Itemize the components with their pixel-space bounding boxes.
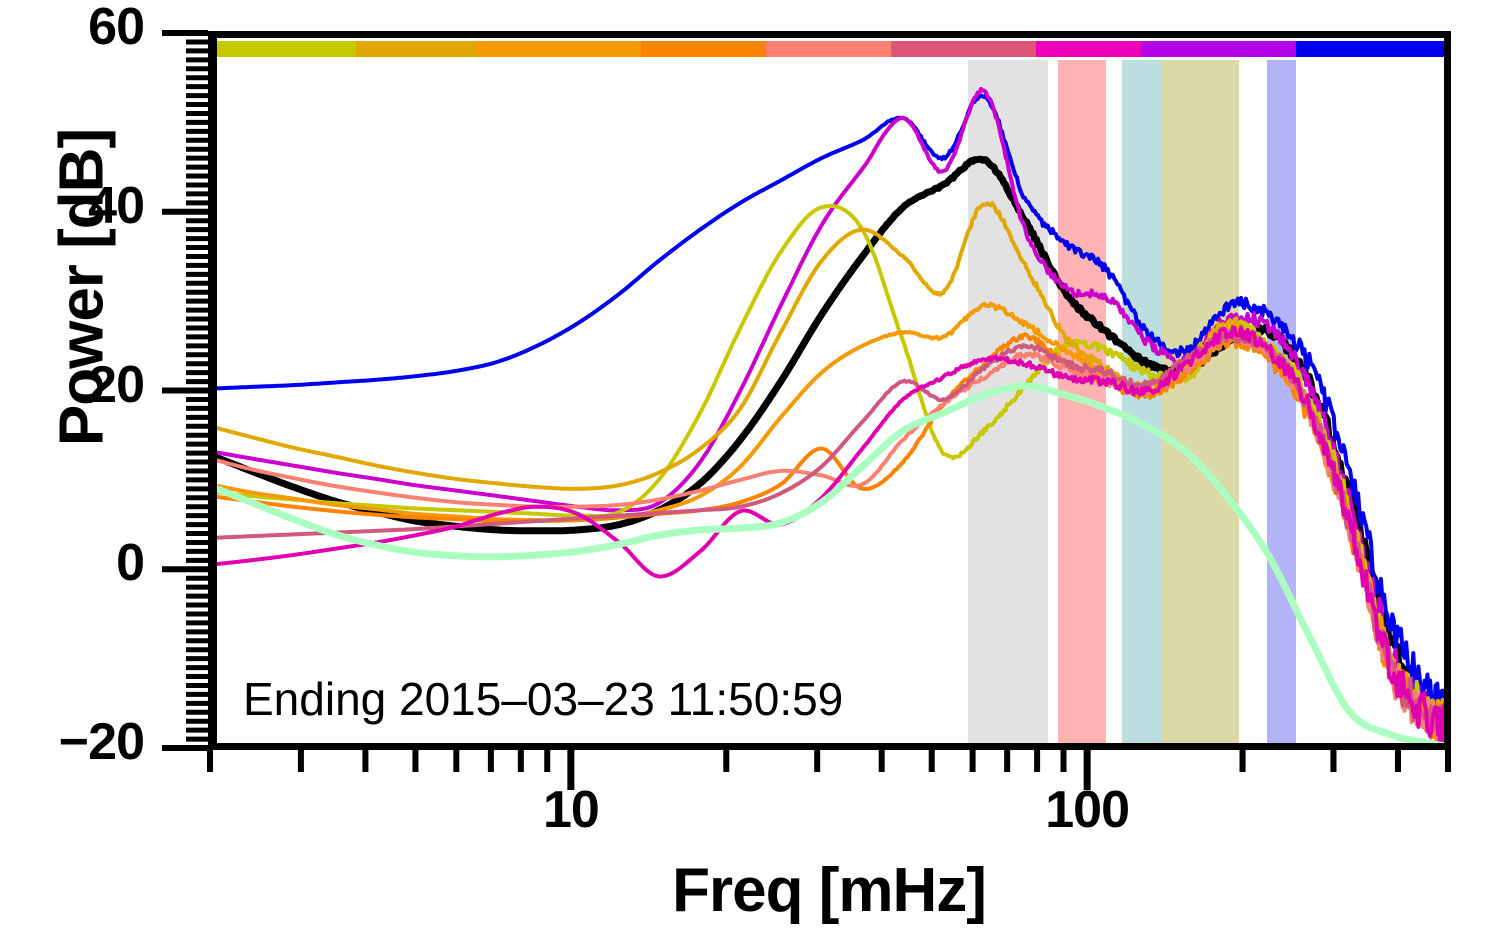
series-spectrum-blue xyxy=(210,92,1448,726)
y-tick-label-40: 40 xyxy=(88,176,145,235)
series-spectrum-gold xyxy=(210,201,1448,743)
colorbar-segment-7 xyxy=(1141,41,1296,57)
series-mean-spectrum xyxy=(210,155,1448,742)
series-spectrum-violet xyxy=(210,86,1448,747)
axis-spine-right xyxy=(1444,31,1451,750)
y-tick-label-minus20: −20 xyxy=(58,713,145,771)
colorbar xyxy=(212,41,1448,57)
y-tick-label-60: 60 xyxy=(88,0,145,56)
axis-frame xyxy=(162,30,1451,790)
series-spectrum-orange xyxy=(210,301,1448,741)
colorbar-segment-4 xyxy=(766,41,891,57)
axis-spine-top xyxy=(208,31,1450,38)
y-tick-label-20: 20 xyxy=(88,355,145,414)
colorbar-segment-0 xyxy=(212,41,356,57)
x-tick-label-10: 10 xyxy=(542,781,600,839)
colorbar-segment-3 xyxy=(641,41,766,57)
y-tick-label-0: 0 xyxy=(116,534,145,593)
series-spectrum-rose xyxy=(210,328,1448,745)
series-spectrum-orange-bright xyxy=(210,332,1448,748)
band-khaki xyxy=(1161,60,1239,748)
band-periwinkle xyxy=(1267,60,1296,748)
x-tick-label-100: 100 xyxy=(1045,781,1130,839)
band-teal xyxy=(1122,60,1161,748)
ending-timestamp-annotation: Ending 2015‒03‒23 11:50:59 xyxy=(243,673,844,725)
colorbar-segment-1 xyxy=(356,41,476,57)
colorbar-segment-6 xyxy=(1036,41,1141,57)
spectra-lines-group xyxy=(210,86,1448,748)
colorbar-segment-2 xyxy=(476,41,641,57)
axis-spine-bottom xyxy=(208,743,1450,750)
axis-spine-left xyxy=(208,31,217,750)
colorbar-segment-8 xyxy=(1296,41,1448,57)
series-spectrum-lightgreen xyxy=(210,382,1448,748)
series-spectrum-olive xyxy=(210,204,1448,741)
shaded-bands-group xyxy=(968,60,1296,748)
x-axis-label: Freq [mHz] xyxy=(672,856,987,925)
colorbar-segment-5 xyxy=(891,41,1036,57)
series-spectrum-magenta xyxy=(210,325,1448,747)
